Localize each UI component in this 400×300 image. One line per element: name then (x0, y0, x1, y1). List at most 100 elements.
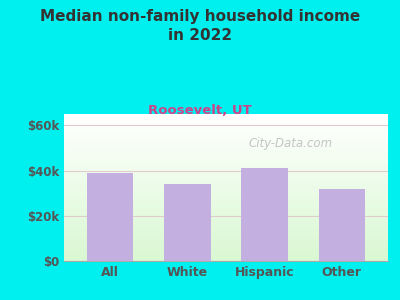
Bar (64, 125, 388, 126)
Bar (64, 142, 388, 143)
Bar (64, 167, 388, 168)
Bar (64, 115, 388, 116)
Bar (64, 121, 388, 122)
Bar (64, 245, 388, 246)
Bar (64, 257, 388, 258)
Bar (64, 258, 388, 259)
Bar (64, 217, 388, 218)
Bar (64, 173, 388, 174)
Bar (64, 214, 388, 215)
Bar (64, 199, 388, 200)
Bar (318, 189, 365, 261)
Bar (64, 210, 388, 211)
Bar (64, 215, 388, 216)
Bar (64, 246, 388, 247)
Bar (64, 256, 388, 257)
Bar (64, 151, 388, 152)
Bar (64, 152, 388, 153)
Bar (64, 240, 388, 242)
Bar (64, 236, 388, 238)
Bar (64, 238, 388, 239)
Bar (64, 231, 388, 232)
Bar (64, 124, 388, 125)
Bar (64, 198, 388, 199)
Bar (64, 254, 388, 255)
Bar (64, 220, 388, 221)
Bar (64, 207, 388, 208)
Bar (64, 183, 388, 184)
Bar (64, 150, 388, 151)
Bar (64, 255, 388, 256)
Bar (64, 174, 388, 175)
Bar (64, 149, 388, 150)
Bar (64, 166, 388, 167)
Bar (64, 209, 388, 210)
Bar (64, 194, 388, 195)
Bar (64, 247, 388, 248)
Bar (64, 195, 388, 196)
Bar (64, 219, 388, 220)
Bar (64, 234, 388, 235)
Bar (64, 168, 388, 169)
Bar (64, 243, 388, 244)
Bar (64, 190, 388, 191)
Bar (64, 133, 388, 134)
Bar (64, 126, 388, 127)
Bar (64, 222, 388, 223)
Bar (64, 223, 388, 224)
Bar (64, 137, 388, 139)
Bar (64, 116, 388, 117)
Bar (64, 134, 388, 135)
Bar (64, 127, 388, 128)
Bar (64, 172, 388, 173)
Bar (64, 180, 388, 181)
Bar (64, 179, 388, 180)
Bar (64, 156, 388, 157)
Bar (64, 251, 388, 252)
Bar (64, 242, 388, 243)
Bar (64, 158, 388, 159)
Bar (64, 146, 388, 147)
Bar (64, 154, 388, 155)
Bar (64, 226, 388, 227)
Bar (64, 228, 388, 229)
Bar (64, 117, 388, 118)
Bar (64, 235, 388, 236)
Bar (64, 178, 388, 179)
Bar (64, 136, 388, 137)
Bar (64, 139, 388, 140)
Bar (64, 201, 388, 202)
Bar (64, 181, 388, 182)
Bar (64, 184, 388, 185)
Bar (64, 118, 388, 119)
Bar (64, 135, 388, 136)
Bar (64, 188, 388, 190)
Bar (64, 205, 388, 206)
Bar (64, 208, 388, 209)
Bar (64, 155, 388, 156)
Bar (64, 232, 388, 234)
Bar (64, 204, 388, 205)
Bar (64, 252, 388, 253)
Bar (64, 197, 388, 198)
Bar (64, 176, 388, 177)
Bar (64, 203, 388, 204)
Bar (64, 202, 388, 203)
Bar (64, 253, 388, 254)
Bar (64, 260, 388, 261)
Bar (64, 141, 388, 142)
Bar (64, 224, 388, 225)
Bar (64, 161, 388, 162)
Bar (64, 206, 388, 207)
Bar (64, 249, 388, 250)
Bar (64, 131, 388, 132)
Bar (64, 147, 388, 148)
Bar (64, 182, 388, 183)
Bar (64, 164, 388, 165)
Bar (64, 143, 388, 144)
Bar (64, 227, 388, 228)
Bar (64, 170, 388, 171)
Bar (64, 157, 388, 158)
Bar (64, 130, 388, 131)
Bar (64, 122, 388, 123)
